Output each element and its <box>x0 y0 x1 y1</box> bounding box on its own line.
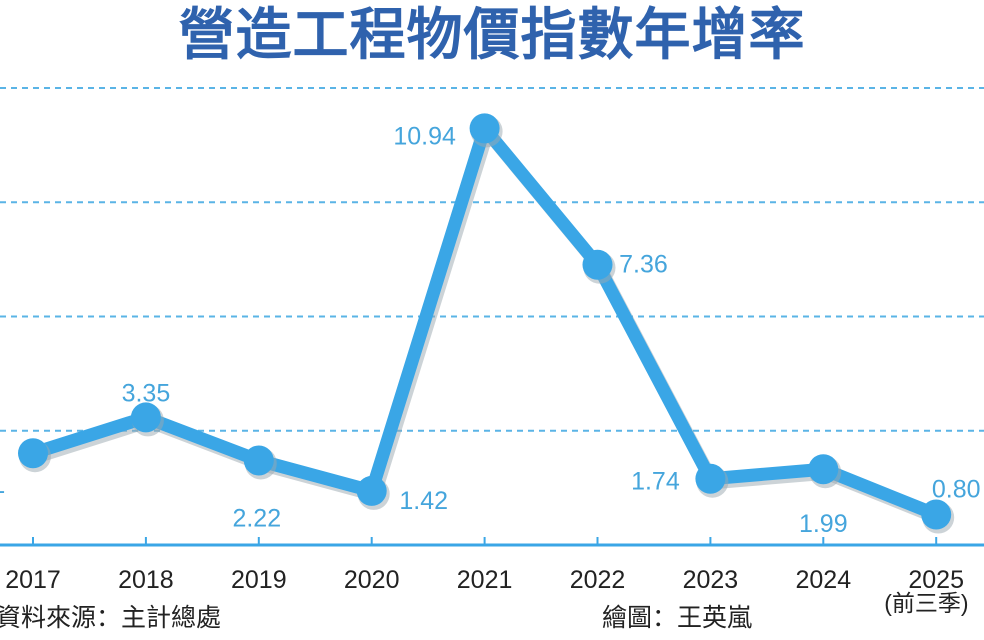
x-tick-label: 2017 <box>5 566 61 594</box>
line-shadow <box>34 125 942 525</box>
series-line <box>31 121 939 521</box>
data-point <box>18 438 48 469</box>
data-label: 1.74 <box>631 468 680 496</box>
x-tick-label: 2020 <box>344 566 400 594</box>
data-point <box>130 402 161 433</box>
data-label: 1.99 <box>799 510 848 538</box>
x-tick-label: 2018 <box>118 566 174 594</box>
x-tick-label: 2022 <box>570 566 626 594</box>
data-label: 1.42 <box>399 487 448 515</box>
data-point <box>582 249 613 280</box>
source-note: 資料來源：主計總處 <box>0 603 222 632</box>
data-point <box>921 499 952 530</box>
chart-title: 營造工程物價指數年增率 <box>178 3 806 68</box>
data-label: 2.41 <box>0 471 5 499</box>
data-point <box>695 463 726 494</box>
x-tick-label: 2019 <box>231 566 287 594</box>
x-tick-label: 2021 <box>457 566 513 594</box>
credit-note: 繪圖：王英嵐 <box>602 603 753 632</box>
data-point <box>243 445 274 476</box>
data-point <box>808 454 839 485</box>
data-label: 0.80 <box>932 476 981 504</box>
data-label: 10.94 <box>393 122 456 150</box>
data-label: 2.22 <box>232 504 281 532</box>
x-tick-label: 2023 <box>683 566 739 594</box>
data-label: 3.35 <box>122 379 171 407</box>
x-tick-label: 2025 <box>908 566 964 594</box>
data-point <box>469 113 500 144</box>
x-tick-label: 2024 <box>795 566 851 594</box>
data-label: 7.36 <box>619 251 668 279</box>
x-tick-note: (前三季) <box>884 590 968 616</box>
data-point <box>356 475 387 506</box>
